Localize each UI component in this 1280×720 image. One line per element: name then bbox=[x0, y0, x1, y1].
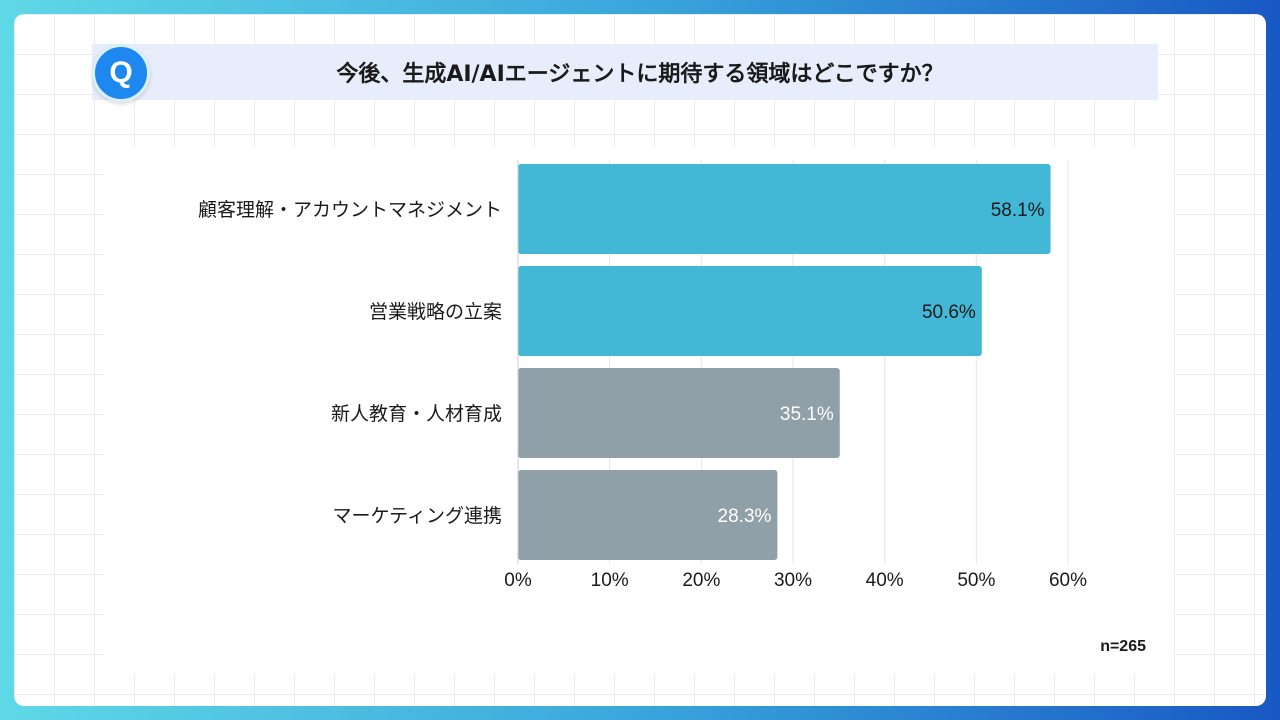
x-tick-label-60: 60% bbox=[1049, 570, 1087, 591]
bar-2 bbox=[518, 266, 982, 356]
x-tick-label-40: 40% bbox=[866, 570, 904, 591]
chart-card bbox=[14, 14, 1266, 706]
x-tick-label-50: 50% bbox=[957, 570, 995, 591]
category-label-4: マーケティング連携 bbox=[333, 505, 502, 527]
sample-size-label: n=265 bbox=[1100, 638, 1146, 655]
question-badge-icon: Q bbox=[92, 44, 150, 102]
category-label-1: 顧客理解・アカウントマネジメント bbox=[198, 199, 502, 221]
bar-value-label-3: 35.1% bbox=[780, 404, 834, 425]
x-tick-label-10: 10% bbox=[591, 570, 629, 591]
bar-3 bbox=[518, 368, 840, 458]
x-tick-label-20: 20% bbox=[682, 570, 720, 591]
bar-4 bbox=[518, 470, 778, 560]
bar-value-label-2: 50.6% bbox=[922, 302, 976, 323]
bar-1 bbox=[518, 164, 1051, 254]
title-banner bbox=[92, 44, 1158, 100]
category-label-3: 新人教育・人材育成 bbox=[331, 403, 502, 425]
bar-value-label-1: 58.1% bbox=[991, 200, 1045, 221]
category-label-2: 営業戦略の立案 bbox=[369, 301, 502, 323]
bar-value-label-4: 28.3% bbox=[718, 506, 772, 527]
x-tick-label-0: 0% bbox=[504, 570, 532, 591]
x-tick-label-30: 30% bbox=[774, 570, 812, 591]
chart-title: 今後、生成AI/AIエージェントに期待する領域はどこですか？ bbox=[336, 62, 944, 87]
